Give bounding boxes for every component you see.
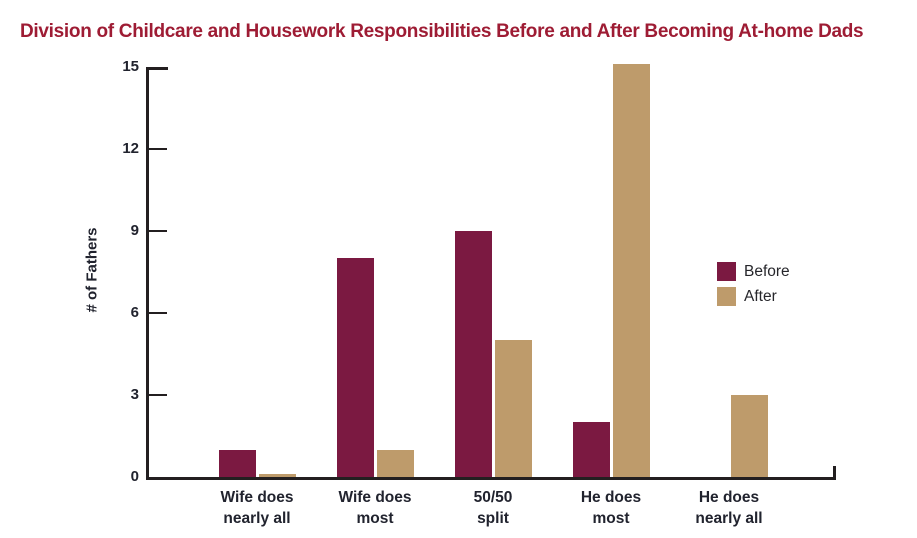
- legend-label-before: Before: [744, 263, 790, 280]
- x-axis-end-tick: [833, 466, 836, 477]
- y-tick-3: [149, 394, 167, 396]
- bar-group-he-does-nearly-all: [691, 395, 768, 477]
- y-tick-label-6: 6: [130, 304, 139, 321]
- x-tick-label-he-does-nearly-all: He does nearly all: [695, 489, 763, 527]
- bar-after-wife-does-most: [376, 450, 414, 477]
- y-tick-label-0: 0: [130, 468, 139, 485]
- bar-group-he-does-most: [572, 64, 650, 477]
- y-tick-label-12: 12: [122, 140, 139, 157]
- before-swatch: [717, 262, 736, 281]
- bar-before-50-50-split: [454, 231, 492, 477]
- bar-before-he-does-most: [572, 422, 610, 477]
- legend-item-after: After: [717, 287, 790, 306]
- x-tick-label-he-does-most: He does most: [580, 489, 642, 527]
- bar-after-he-does-nearly-all: [730, 395, 768, 477]
- x-tick-label-wife-does-nearly-all: Wife does nearly all: [220, 489, 294, 527]
- y-tick-label-3: 3: [130, 386, 139, 403]
- y-tick-12: [149, 148, 167, 150]
- y-axis-title: # of Fathers: [83, 227, 101, 313]
- y-tick-label-9: 9: [130, 222, 139, 239]
- legend-item-before: Before: [717, 262, 790, 281]
- legend-label-after: After: [744, 288, 777, 305]
- after-swatch: [717, 287, 736, 306]
- x-tick-label-50-50-split: 50/50 split: [473, 489, 513, 527]
- bar-after-wife-does-nearly-all: [258, 474, 296, 477]
- chart-title: Division of Childcare and Housework Resp…: [20, 20, 864, 42]
- bar-group-50-50-split: [454, 231, 532, 477]
- bar-after-50-50-split: [494, 340, 532, 477]
- bar-before-wife-does-most: [336, 258, 374, 477]
- plot-area: # of Fathers Before After 0 3 6 9 12 15 Wife d…: [84, 58, 836, 527]
- bar-before-wife-does-nearly-all: [218, 450, 256, 477]
- x-tick-label-wife-does-most: Wife does most: [338, 489, 412, 527]
- y-tick-6: [149, 312, 167, 314]
- bar-after-he-does-most: [612, 64, 650, 477]
- y-tick-9: [149, 230, 167, 232]
- bar-group-wife-does-nearly-all: [218, 450, 296, 477]
- y-axis-top-tick: [146, 67, 168, 70]
- y-tick-label-15: 15: [122, 58, 139, 75]
- legend: Before After: [717, 262, 790, 312]
- bar-group-wife-does-most: [336, 258, 414, 477]
